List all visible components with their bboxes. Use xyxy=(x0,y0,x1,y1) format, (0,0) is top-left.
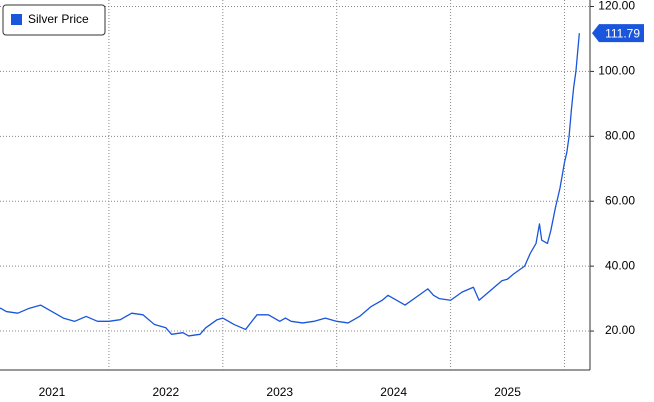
y-tick-label: 120.00 xyxy=(598,0,635,13)
x-tick-label: 2022 xyxy=(153,385,180,399)
legend-swatch xyxy=(11,14,22,25)
legend: Silver Price xyxy=(2,4,106,36)
y-tick-label: 80.00 xyxy=(605,128,635,142)
last-value-label: 111.79 xyxy=(605,26,640,40)
y-tick-label: 40.00 xyxy=(605,258,635,272)
y-tick-label: 60.00 xyxy=(605,193,635,207)
legend-label: Silver Price xyxy=(28,12,89,26)
y-tick-label: 20.00 xyxy=(605,323,635,337)
last-value-tag xyxy=(592,24,644,43)
price-line xyxy=(0,33,580,337)
x-tick-label: 2023 xyxy=(266,385,293,399)
x-tick-label: 2025 xyxy=(494,385,521,399)
legend-box xyxy=(2,4,106,36)
y-tick-label: 100.00 xyxy=(598,64,635,78)
x-tick-label: 2021 xyxy=(39,385,66,399)
x-tick-label: 2024 xyxy=(380,385,407,399)
